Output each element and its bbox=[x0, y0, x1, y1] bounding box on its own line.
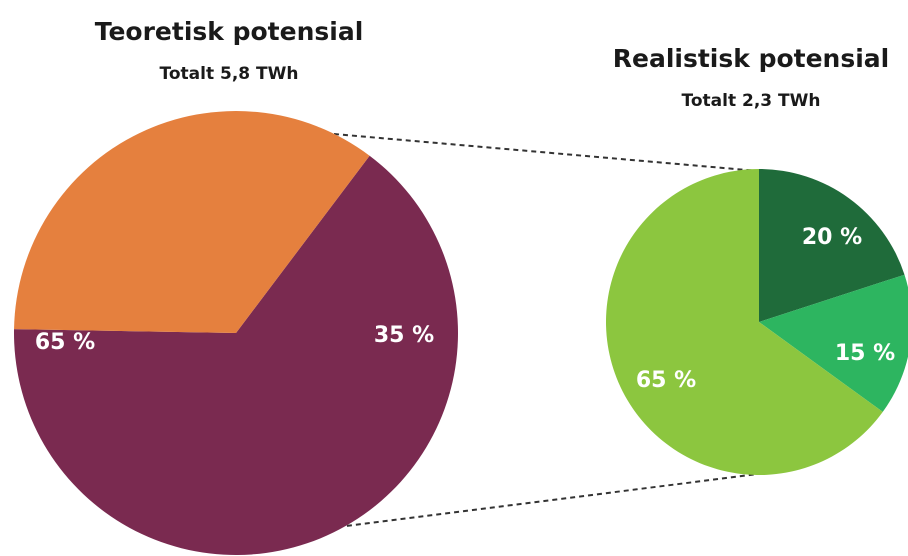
pie-0-slice-0-label: 65 % bbox=[35, 330, 95, 355]
pie-1-slice-2 bbox=[606, 169, 883, 476]
pie-1-slice-2-label: 65 % bbox=[636, 368, 696, 393]
pie-0-slice-0 bbox=[14, 155, 459, 555]
pie-0-slice-1-label: 35 % bbox=[374, 323, 434, 348]
pie-1-slice-0-label: 20 % bbox=[802, 225, 862, 250]
realistic-title: Realistisk potensial bbox=[613, 44, 890, 73]
connector-line-0 bbox=[333, 133, 759, 172]
theoretical-title: Teoretisk potensial bbox=[95, 17, 364, 46]
realistic-potential-pie: 20 % 15 % 65 % bbox=[606, 169, 908, 476]
connector-line-1 bbox=[337, 473, 759, 528]
theoretical-potential-pie: 65 % 35 % bbox=[14, 111, 459, 555]
theoretical-total: Totalt 5,8 TWh bbox=[160, 64, 299, 84]
zoom-connector-lines bbox=[333, 133, 759, 528]
pie-1-slice-1 bbox=[759, 274, 908, 412]
pie-0-slice-1 bbox=[14, 111, 370, 333]
realistic-total: Totalt 2,3 TWh bbox=[682, 91, 821, 111]
pie-1-slice-0 bbox=[759, 169, 905, 322]
pie-1-slice-1-label: 15 % bbox=[835, 341, 895, 366]
